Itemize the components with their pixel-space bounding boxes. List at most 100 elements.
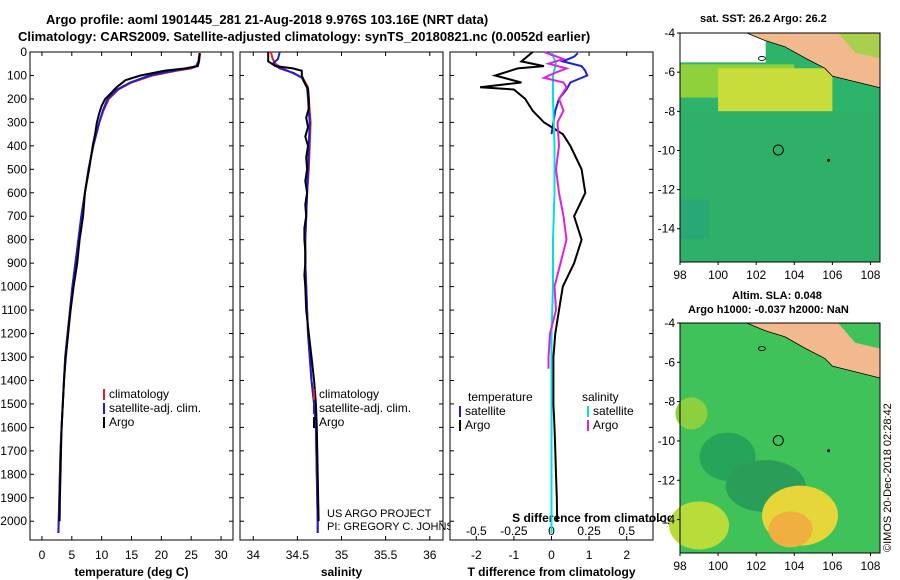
map-y-tick-label: -6 [664,355,675,369]
christmas-island [827,158,831,162]
x-tick-label: 2 [623,548,630,562]
x-tick-label: 36 [423,548,437,562]
annotation-text: US ARGO PROJECT [327,508,432,520]
map-x-tick-label: 102 [746,268,766,282]
y-tick-label: 100 [7,68,27,82]
sst-map-title: sat. SST: 26.2 Argo: 26.2 [700,13,827,25]
x-tick-label: 1 [586,548,593,562]
legend-label: Argo [109,415,135,429]
y-tick-label: 1500 [0,397,27,411]
x-tick-label: 5 [68,548,75,562]
y-tick-label: 500 [7,162,27,176]
map-frame [679,322,881,554]
map-patch [669,501,730,550]
legend-label: climatology [319,387,379,401]
x2-tick-label: -0.5 [466,524,487,538]
x-tick-label: 20 [155,548,169,562]
y-tick-label: 200 [7,92,27,106]
map-y-tick-label: -8 [664,395,675,409]
map-x-tick-label: 98 [673,268,687,282]
map-x-tick-label: 108 [860,268,880,282]
legend-label: Argo [465,418,491,432]
map-frame [679,32,881,263]
series-line-temperature-satellite [550,52,589,135]
map-y-tick-label: -12 [658,473,676,487]
map-cloud [680,33,766,63]
map-patch [718,68,833,112]
plot-frame [239,51,444,541]
x-tick-label: 0 [548,548,555,562]
y-tick-label: 800 [7,233,27,247]
map-y-tick-label: -10 [658,143,676,157]
y-tick-label: 600 [7,186,27,200]
map-y-tick-label: -14 [658,222,676,236]
sla-map-title-line1: Altim. SLA: 0.048 [732,290,822,302]
series-line-temperature-argo [479,51,587,522]
y-tick-label: 400 [7,139,27,153]
x-axis-label: T difference from climatology [467,565,635,579]
map-x-tick-label: 106 [822,268,842,282]
x2-axis-label: S difference from climatology [512,511,681,525]
y-tick-label: 1300 [0,350,27,364]
island-outline [758,56,766,61]
map-y-tick-label: -6 [664,65,675,79]
christmas-island [827,449,831,453]
y-tick-label: 1800 [0,467,27,481]
legend-title-right: salinity [582,390,619,404]
map-x-tick-label: 100 [708,268,728,282]
y-tick-label: 1200 [0,327,27,341]
x-tick-label: 10 [95,548,109,562]
sla-map-title-line2: Argo h1000: -0.037 h2000: NaN [688,304,849,316]
x-tick-label: 15 [125,548,139,562]
map-x-tick-label: 104 [784,268,804,282]
map-y-tick-label: -4 [664,26,675,40]
map-x-tick-label: 102 [746,559,766,573]
legend-label: climatology [109,387,169,401]
map-patch [768,511,813,548]
map-patch [680,111,880,263]
legend-label: satellite [465,404,506,418]
panel-temperature: 0100200300400500600700800900100011001200… [0,45,234,579]
island-outline [758,346,766,351]
x2-tick-label: -0.25 [500,524,528,538]
map-y-tick-label: -12 [658,183,676,197]
plot-frame [29,51,234,541]
map-patch [675,397,708,430]
map-x-tick-label: 108 [860,559,880,573]
y-tick-label: 1100 [1,303,27,317]
map-y-tick-label: -8 [664,104,675,118]
y-tick-label: 1000 [0,280,27,294]
x-tick-label: -1 [509,548,520,562]
x-tick-label: 34.5 [286,548,310,562]
y-tick-label: 700 [7,209,27,223]
map-y-tick-label: -14 [658,513,676,527]
x2-tick-label: 0.25 [577,524,601,538]
map-x-tick-label: 100 [708,559,728,573]
map-y-tick-label: -4 [664,316,675,330]
x-tick-label: 30 [214,548,228,562]
annotation-text: PI: GREGORY C. JOHNSON [327,521,470,533]
y-tick-label: 2000 [0,514,27,528]
page-title: Argo profile: aoml 1901445_281 21-Aug-20… [46,12,489,27]
sla-map: 98 100 102 104 106 108 -4 -6 -8 -10 -12 -14 [658,316,881,573]
series-line-argo [58,53,201,522]
y-tick-label: 1600 [0,420,27,434]
legend-label: Argo [319,415,345,429]
x-tick-label: 0 [39,548,46,562]
series-line-argo [267,52,320,522]
x-tick-label: 35.5 [374,548,398,562]
x2-tick-label: 0.5 [618,524,635,538]
page-subtitle: Climatology: CARS2009. Satellite-adjuste… [18,29,591,44]
legend-label: satellite [593,404,634,418]
panel-salinity: 34 34.5 35 35.5 36 salinity climatologysatelli… [239,51,470,579]
x-tick-label: 35 [335,548,349,562]
argo-position-marker [772,434,784,446]
y-tick-label: 1400 [0,373,27,387]
map-y-tick-label: -10 [658,434,676,448]
x-tick-label: -2 [471,548,482,562]
legend-label: satellite-adj. clim. [109,401,201,415]
x-axis-label: temperature (deg C) [74,565,188,579]
map-sea-patch [838,33,880,59]
panel-differences: -2 -1 0 1 2T difference from climatology-0.5… [449,51,681,579]
